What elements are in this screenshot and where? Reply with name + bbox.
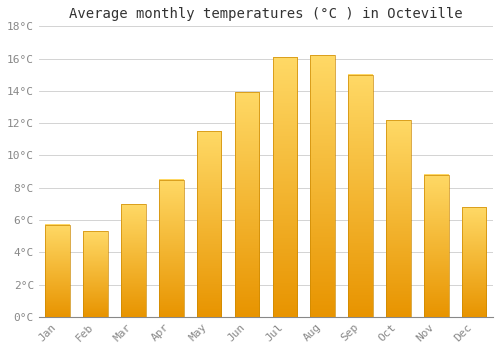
Bar (234, 92, 260, 317)
Bar (197, 131, 222, 317)
Bar (121, 204, 146, 317)
Bar (272, 57, 297, 317)
Title: Average monthly temperatures (°C ) in Octeville: Average monthly temperatures (°C ) in Oc… (69, 7, 462, 21)
Bar (84, 231, 108, 317)
Bar (462, 207, 486, 317)
Bar (46, 225, 70, 317)
Bar (386, 120, 410, 317)
Bar (424, 175, 448, 317)
Bar (310, 55, 335, 317)
Bar (348, 75, 373, 317)
Bar (159, 180, 184, 317)
